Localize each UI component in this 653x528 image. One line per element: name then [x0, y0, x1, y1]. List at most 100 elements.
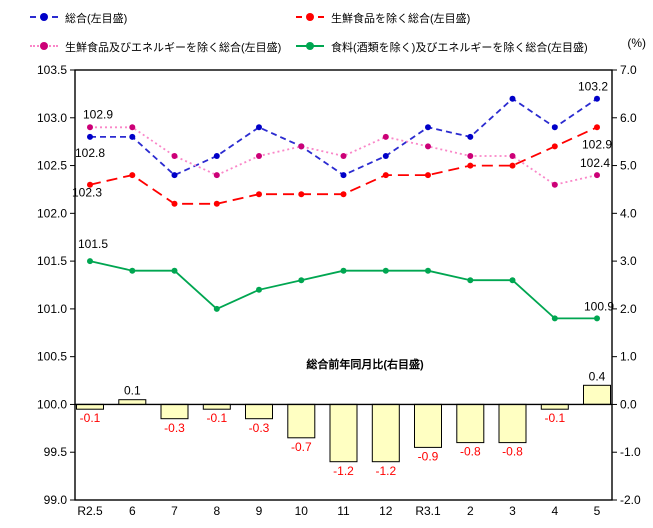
series-marker: [509, 95, 516, 102]
series-marker: [340, 172, 347, 179]
x-axis-label: 8: [213, 504, 220, 518]
x-axis-label: 11: [337, 504, 350, 518]
right-tick-label: -1.0: [620, 445, 641, 459]
x-axis-label: 4: [551, 504, 558, 518]
series-marker: [87, 181, 93, 188]
series-marker: [425, 143, 431, 150]
x-axis-label: 7: [171, 504, 178, 518]
legend-label-ex-food-energy: 食料(酒類を除く)及びエネルギーを除く総合(左目盛): [331, 42, 588, 54]
series-marker: [129, 172, 136, 179]
legend-label-overall: 総合(左目盛): [65, 13, 128, 25]
series-marker: [129, 124, 136, 131]
yoy-bar: [456, 403, 485, 444]
x-axis-label: R3.1: [415, 504, 441, 518]
series-point-label: 101.5: [78, 237, 108, 251]
series-marker: [551, 143, 558, 150]
yoy-bar-label: 0.1: [124, 384, 141, 398]
series-marker: [340, 267, 347, 274]
series-marker: [87, 258, 93, 265]
series-marker: [298, 143, 305, 150]
left-tick-label: 100.0: [37, 397, 67, 411]
legend-line-ex-fresh-food-energy: [30, 42, 58, 50]
left-tick-label: 101.5: [37, 254, 67, 268]
legend-item-ex-fresh-food-energy: 生鮮食品及びエネルギーを除く総合(左目盛): [30, 39, 281, 55]
legend-label-ex-fresh-food-energy: 生鮮食品及びエネルギーを除く総合(左目盛): [65, 42, 282, 54]
left-tick-label: 103.5: [37, 63, 67, 77]
series-marker: [425, 124, 431, 131]
legend-marker-ex-fresh-food: [306, 13, 314, 21]
left-tick-label: 101.0: [37, 302, 67, 316]
series-marker: [467, 162, 474, 169]
series-marker: [467, 133, 474, 140]
x-axis-label: R2.5: [77, 504, 103, 518]
yoy-bar-label: -1.2: [333, 464, 354, 478]
series-point-label: 103.2: [578, 80, 608, 94]
series-marker: [129, 133, 136, 140]
series-point-label: 102.9: [582, 137, 612, 151]
series-marker: [340, 153, 347, 159]
series-point-label: 102.3: [72, 186, 102, 200]
yoy-bar-label: -0.3: [249, 421, 270, 435]
yoy-bar-label: -0.1: [80, 411, 101, 425]
series-marker: [298, 191, 305, 198]
series-marker: [256, 286, 262, 293]
yoy-bar-label: -0.1: [206, 411, 227, 425]
series-marker: [213, 172, 220, 179]
left-tick-label: 102.5: [37, 159, 67, 173]
series-marker: [171, 200, 178, 207]
x-axis-label: 2: [467, 504, 474, 518]
series-point-label: 102.9: [83, 107, 113, 121]
series-point-label: 102.4: [580, 156, 610, 170]
series-marker: [256, 153, 262, 159]
yoy-bar-label: -0.7: [291, 440, 312, 454]
x-axis-label: 5: [594, 504, 601, 518]
right-tick-label: 2.0: [620, 302, 637, 316]
yoy-bar: [583, 384, 611, 405]
series-marker: [467, 153, 474, 159]
right-tick-label: 0.0: [620, 397, 637, 411]
series-marker: [213, 153, 220, 159]
right-tick-label: 6.0: [620, 111, 637, 125]
legend-line-ex-food-energy: [296, 42, 324, 50]
left-tick-label: 100.5: [37, 350, 67, 364]
right-axis-unit-label: (%): [627, 36, 646, 50]
series-marker: [509, 153, 516, 159]
x-axis-label: 9: [256, 504, 263, 518]
series-marker: [594, 172, 600, 179]
yoy-bar-label: -0.9: [418, 449, 439, 463]
plot-frame: [74, 69, 613, 501]
yoy-bar-label: 0.4: [589, 369, 606, 383]
legend-item-ex-fresh-food: 生鮮食品を除く総合(左目盛): [296, 10, 470, 26]
left-tick-label: 99.5: [44, 445, 68, 459]
series-marker: [256, 191, 262, 198]
legend-item-overall: 総合(左目盛): [30, 10, 127, 26]
yoy-bar: [371, 403, 400, 463]
series-marker: [425, 172, 431, 179]
series-marker: [551, 181, 558, 188]
legend-line-overall: [30, 13, 58, 21]
x-axis-label: 10: [295, 504, 309, 518]
series-marker: [87, 124, 93, 131]
series-marker: [340, 191, 347, 198]
yoy-bar: [498, 403, 527, 444]
yoy-bar-label: -0.3: [164, 421, 185, 435]
right-tick-label: 3.0: [620, 254, 637, 268]
yoy-bar: [414, 403, 442, 448]
series-marker: [382, 133, 389, 140]
left-tick-label: 102.0: [37, 206, 67, 220]
legend-item-ex-food-energy: 食料(酒類を除く)及びエネルギーを除く総合(左目盛): [296, 39, 588, 55]
series-marker: [551, 124, 558, 131]
legend-marker-ex-food-energy: [306, 42, 314, 50]
left-tick-label: 103.0: [37, 111, 67, 125]
series-marker: [594, 124, 600, 131]
series-marker: [256, 124, 262, 131]
right-tick-label: 4.0: [620, 206, 637, 220]
series-marker: [467, 277, 474, 284]
yoy-bar-label: -0.8: [502, 445, 523, 459]
series-marker: [509, 162, 516, 169]
series-line: [90, 97, 598, 177]
right-tick-label: 7.0: [620, 63, 637, 77]
left-tick-label: 99.0: [44, 493, 68, 507]
